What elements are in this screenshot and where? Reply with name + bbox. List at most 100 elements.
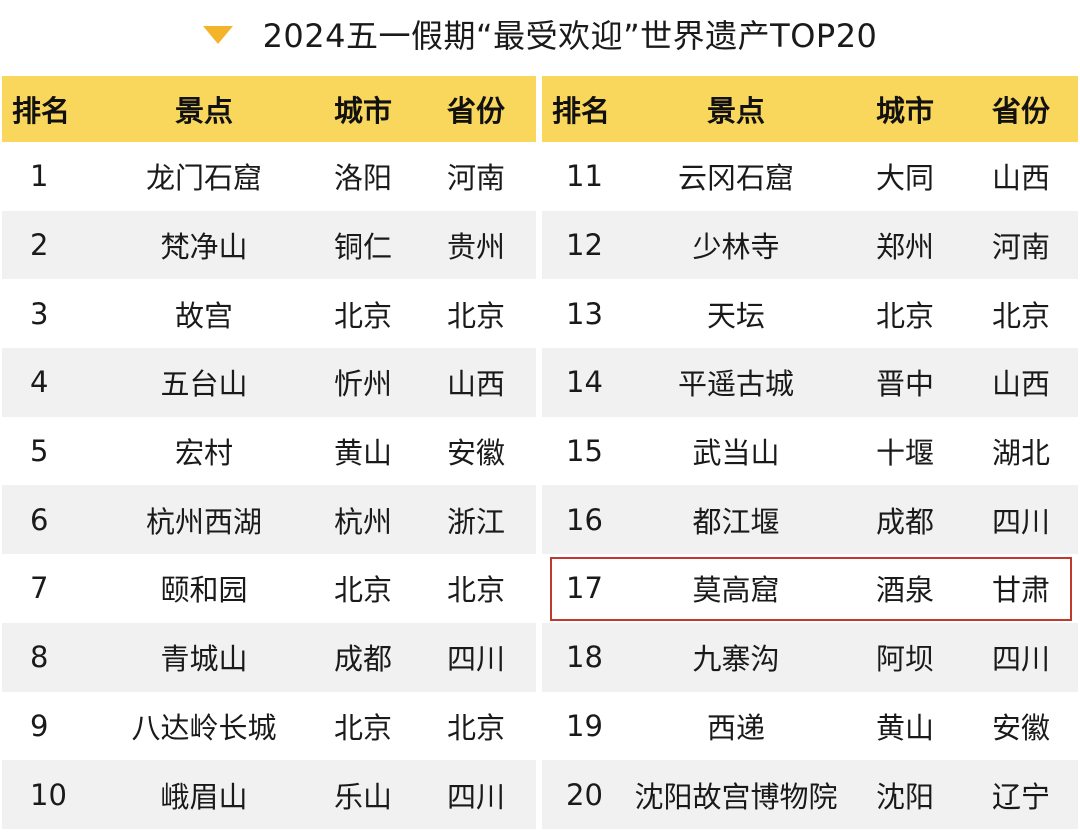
table-row: 15 武当山 十堰 湖北 xyxy=(542,416,1078,486)
cell-site: 故宫 xyxy=(98,279,310,349)
table-row: 9 八达岭长城 北京 北京 xyxy=(2,691,536,761)
cell-city: 郑州 xyxy=(846,210,964,280)
table-row: 20 沈阳故宫博物院 沈阳 辽宁 xyxy=(542,760,1078,829)
cell-rank: 20 xyxy=(542,760,626,829)
table-row: 17 莫高窟 酒泉 甘肃 xyxy=(542,554,1078,623)
table-row: 16 都江堰 成都 四川 xyxy=(542,485,1078,555)
cell-province: 湖北 xyxy=(964,416,1078,486)
cell-city: 黄山 xyxy=(846,691,964,761)
cell-city: 酒泉 xyxy=(846,554,964,623)
cell-site: 宏村 xyxy=(98,416,310,486)
cell-province: 浙江 xyxy=(416,485,536,555)
cell-rank: 6 xyxy=(2,485,98,555)
table-row: 10 峨眉山 乐山 四川 xyxy=(2,760,536,829)
header-site: 景点 xyxy=(626,76,846,142)
cell-city: 北京 xyxy=(310,279,416,349)
cell-rank: 2 xyxy=(2,210,98,280)
ranking-table-right: 排名 景点 城市 省份 11 云冈石窟 大同 山西 12 少林寺 郑州 河南 13 天坛 北京 北京 1… xyxy=(542,76,1078,829)
header-city: 城市 xyxy=(310,76,416,142)
header-city: 城市 xyxy=(846,76,964,142)
cell-city: 北京 xyxy=(846,279,964,349)
cell-city: 洛阳 xyxy=(310,142,416,211)
cell-rank: 15 xyxy=(542,416,626,486)
cell-city: 北京 xyxy=(310,691,416,761)
table-row: 12 少林寺 郑州 河南 xyxy=(542,210,1078,280)
cell-site: 九寨沟 xyxy=(626,622,846,692)
cell-rank: 11 xyxy=(542,142,626,211)
cell-rank: 5 xyxy=(2,416,98,486)
table-row: 11 云冈石窟 大同 山西 xyxy=(542,142,1078,211)
cell-province: 山西 xyxy=(416,348,536,417)
cell-site: 平遥古城 xyxy=(626,348,846,417)
cell-site: 峨眉山 xyxy=(98,760,310,829)
cell-province: 北京 xyxy=(416,691,536,761)
cell-rank: 9 xyxy=(2,691,98,761)
header-rank: 排名 xyxy=(2,76,98,142)
table-row: 8 青城山 成都 四川 xyxy=(2,622,536,692)
table-header-row: 排名 景点 城市 省份 xyxy=(2,76,536,142)
cell-site: 莫高窟 xyxy=(626,554,846,623)
cell-province: 北京 xyxy=(416,279,536,349)
cell-province: 辽宁 xyxy=(964,760,1078,829)
title-wrap: 2024五一假期“最受欢迎”世界遗产TOP20 xyxy=(202,11,878,57)
table-row: 7 颐和园 北京 北京 xyxy=(2,554,536,623)
cell-province: 四川 xyxy=(964,622,1078,692)
cell-site: 云冈石窟 xyxy=(626,142,846,211)
ranking-table-left: 排名 景点 城市 省份 1 龙门石窟 洛阳 河南 2 梵净山 铜仁 贵州 3 故宫 北京 北京 4 五台山… xyxy=(2,76,536,829)
cell-rank: 16 xyxy=(542,485,626,555)
table-row: 2 梵净山 铜仁 贵州 xyxy=(2,210,536,280)
cell-site: 沈阳故宫博物院 xyxy=(626,760,846,829)
table-row: 4 五台山 忻州 山西 xyxy=(2,348,536,417)
cell-rank: 19 xyxy=(542,691,626,761)
cell-rank: 18 xyxy=(542,622,626,692)
cell-city: 阿坝 xyxy=(846,622,964,692)
cell-rank: 13 xyxy=(542,279,626,349)
cell-site: 天坛 xyxy=(626,279,846,349)
cell-province: 安徽 xyxy=(416,416,536,486)
header-rank: 排名 xyxy=(542,76,626,142)
table-row: 14 平遥古城 晋中 山西 xyxy=(542,348,1078,417)
cell-rank: 14 xyxy=(542,348,626,417)
cell-site: 五台山 xyxy=(98,348,310,417)
table-header-row: 排名 景点 城市 省份 xyxy=(542,76,1078,142)
header-site: 景点 xyxy=(98,76,310,142)
cell-city: 沈阳 xyxy=(846,760,964,829)
table-row: 3 故宫 北京 北京 xyxy=(2,279,536,349)
table-row: 5 宏村 黄山 安徽 xyxy=(2,416,536,486)
table-row: 18 九寨沟 阿坝 四川 xyxy=(542,622,1078,692)
cell-province: 四川 xyxy=(416,760,536,829)
table-row: 1 龙门石窟 洛阳 河南 xyxy=(2,142,536,211)
cell-city: 忻州 xyxy=(310,348,416,417)
table-row: 6 杭州西湖 杭州 浙江 xyxy=(2,485,536,555)
cell-city: 铜仁 xyxy=(310,210,416,280)
table-row: 19 西递 黄山 安徽 xyxy=(542,691,1078,761)
cell-rank: 17 xyxy=(542,554,626,623)
header-province: 省份 xyxy=(964,76,1078,142)
cell-city: 成都 xyxy=(846,485,964,555)
cell-city: 北京 xyxy=(310,554,416,623)
cell-city: 十堰 xyxy=(846,416,964,486)
cell-province: 安徽 xyxy=(964,691,1078,761)
cell-province: 四川 xyxy=(416,622,536,692)
cell-province: 河南 xyxy=(964,210,1078,280)
cell-province: 河南 xyxy=(416,142,536,211)
header-province: 省份 xyxy=(416,76,536,142)
title-bar: 2024五一假期“最受欢迎”世界遗产TOP20 xyxy=(0,0,1080,68)
cell-site: 八达岭长城 xyxy=(98,691,310,761)
cell-city: 黄山 xyxy=(310,416,416,486)
cell-province: 北京 xyxy=(416,554,536,623)
cell-city: 杭州 xyxy=(310,485,416,555)
cell-city: 晋中 xyxy=(846,348,964,417)
cell-site: 龙门石窟 xyxy=(98,142,310,211)
cell-province: 贵州 xyxy=(416,210,536,280)
cell-province: 四川 xyxy=(964,485,1078,555)
cell-rank: 3 xyxy=(2,279,98,349)
cell-city: 乐山 xyxy=(310,760,416,829)
cell-rank: 8 xyxy=(2,622,98,692)
cell-province: 山西 xyxy=(964,142,1078,211)
cell-rank: 7 xyxy=(2,554,98,623)
cell-city: 成都 xyxy=(310,622,416,692)
table-row: 13 天坛 北京 北京 xyxy=(542,279,1078,349)
cell-city: 大同 xyxy=(846,142,964,211)
cell-rank: 10 xyxy=(2,760,98,829)
